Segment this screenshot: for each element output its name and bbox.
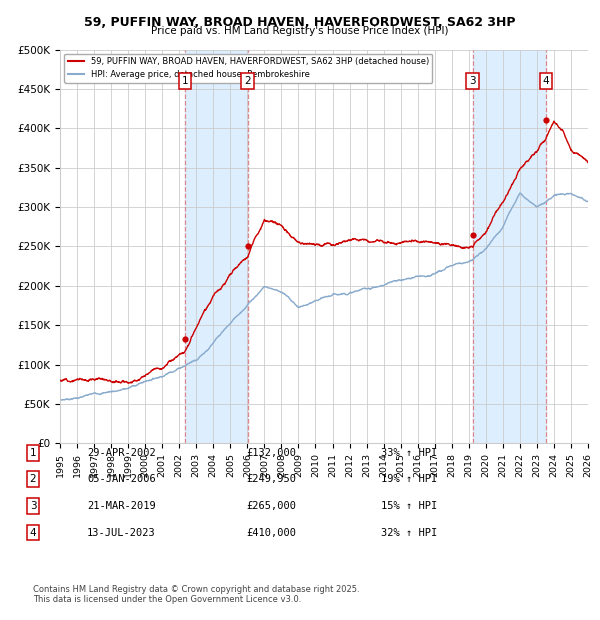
Text: 4: 4 (542, 76, 549, 86)
Text: 19% ↑ HPI: 19% ↑ HPI (381, 474, 437, 484)
Text: £265,000: £265,000 (246, 501, 296, 511)
Text: 59, PUFFIN WAY, BROAD HAVEN, HAVERFORDWEST, SA62 3HP: 59, PUFFIN WAY, BROAD HAVEN, HAVERFORDWE… (84, 16, 516, 29)
Text: 29-APR-2002: 29-APR-2002 (87, 448, 156, 458)
Text: 4: 4 (29, 528, 37, 538)
Text: Price paid vs. HM Land Registry's House Price Index (HPI): Price paid vs. HM Land Registry's House … (151, 26, 449, 36)
Text: £410,000: £410,000 (246, 528, 296, 538)
Legend: 59, PUFFIN WAY, BROAD HAVEN, HAVERFORDWEST, SA62 3HP (detached house), HPI: Aver: 59, PUFFIN WAY, BROAD HAVEN, HAVERFORDWE… (64, 54, 433, 82)
Text: 21-MAR-2019: 21-MAR-2019 (87, 501, 156, 511)
Text: 32% ↑ HPI: 32% ↑ HPI (381, 528, 437, 538)
Bar (473, 50, 546, 443)
Bar (185, 50, 248, 443)
Text: 2: 2 (244, 76, 251, 86)
Text: 2: 2 (29, 474, 37, 484)
Text: 1: 1 (29, 448, 37, 458)
Text: Contains HM Land Registry data © Crown copyright and database right 2025.
This d: Contains HM Land Registry data © Crown c… (33, 585, 359, 604)
Text: £132,000: £132,000 (246, 448, 296, 458)
Text: 15% ↑ HPI: 15% ↑ HPI (381, 501, 437, 511)
Text: 3: 3 (469, 76, 476, 86)
Text: £249,950: £249,950 (246, 474, 296, 484)
Text: 3: 3 (29, 501, 37, 511)
Text: 1: 1 (182, 76, 188, 86)
Text: 13-JUL-2023: 13-JUL-2023 (87, 528, 156, 538)
Text: 33% ↑ HPI: 33% ↑ HPI (381, 448, 437, 458)
Text: 05-JAN-2006: 05-JAN-2006 (87, 474, 156, 484)
